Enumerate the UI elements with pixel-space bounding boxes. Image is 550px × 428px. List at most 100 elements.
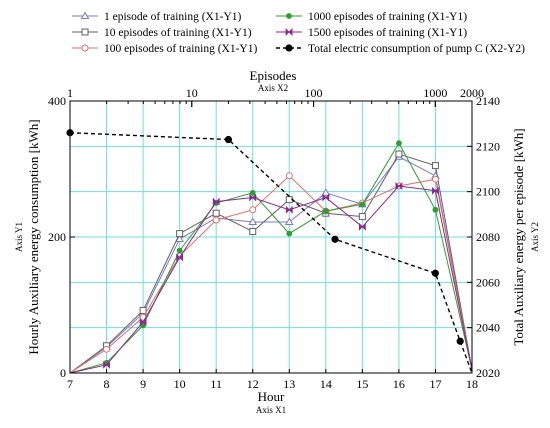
legend-label: 1000 episodes of training (X1-Y1) xyxy=(308,11,467,23)
grid xyxy=(70,101,472,373)
x-tick-label: 13 xyxy=(283,377,295,391)
data-point xyxy=(81,28,89,36)
x2-tick-label: 1000 xyxy=(423,86,447,100)
series-line xyxy=(69,142,473,374)
data-point xyxy=(175,234,185,243)
x-tick-label: 16 xyxy=(393,377,405,391)
data-point xyxy=(395,150,403,158)
data-point xyxy=(285,172,293,180)
x-tick-label: 15 xyxy=(356,377,368,391)
y2-axis-subtitle: Axis Y2 xyxy=(530,222,540,252)
data-point xyxy=(359,201,366,208)
data-point xyxy=(431,269,439,277)
data-point xyxy=(248,217,258,226)
y-axis-title: Hourly Auxiliary energy consumption [kWh… xyxy=(26,119,41,354)
legend-item: 1 episode of training (X1-Y1) xyxy=(72,11,241,23)
legend-label: 10 episodes of training (X1-Y1) xyxy=(104,27,252,39)
series-1 xyxy=(69,152,473,374)
data-point xyxy=(285,28,293,36)
data-point xyxy=(103,345,111,353)
y2-tick-label: 2140 xyxy=(476,94,500,108)
data-point xyxy=(249,189,256,196)
x-tick-label: 11 xyxy=(210,377,222,391)
x2-axis-title: Episodes xyxy=(250,68,297,83)
legend: 1 episode of training (X1-Y1) 10 episodes… xyxy=(72,11,525,55)
y2-tick-label: 2040 xyxy=(476,321,500,335)
legend-item: 100 episodes of training (X1-Y1) xyxy=(72,43,257,55)
y-axis-subtitle: Axis Y1 xyxy=(14,222,24,252)
x2-axis-subtitle: Axis X2 xyxy=(258,83,288,93)
series-4 xyxy=(69,140,473,374)
data-point xyxy=(80,11,90,19)
y2-tick-label: 2060 xyxy=(476,275,500,289)
x-tick-label: 10 xyxy=(174,377,186,391)
series-line xyxy=(69,153,473,374)
data-point xyxy=(103,360,110,369)
y-tick-label: 400 xyxy=(48,94,66,108)
data-point xyxy=(284,217,294,226)
series-line xyxy=(69,156,473,374)
data-point xyxy=(322,193,330,202)
series-5 xyxy=(69,182,473,374)
legend-item: 10 episodes of training (X1-Y1) xyxy=(72,27,252,39)
data-point xyxy=(139,306,147,314)
series-line xyxy=(69,185,473,374)
x2-tick-label: 1 xyxy=(67,86,73,100)
legend-label: 100 episodes of training (X1-Y1) xyxy=(104,43,257,55)
y2-tick-label: 2120 xyxy=(476,139,500,153)
x-tick-label: 18 xyxy=(466,377,478,391)
y2-axis-title: Total Auxiliary energy per episode [kWh] xyxy=(511,128,526,345)
x-tick-label: 8 xyxy=(104,377,110,391)
x-tick-label: 17 xyxy=(429,377,441,391)
series-line xyxy=(69,175,473,374)
data-point xyxy=(431,162,439,170)
series-layer xyxy=(66,129,473,374)
data-point xyxy=(396,140,402,147)
y2-tick-label: 2020 xyxy=(476,366,500,380)
x2-tick-label: 100 xyxy=(305,86,323,100)
x-tick-label: 9 xyxy=(140,377,146,391)
data-point xyxy=(249,193,257,202)
data-point xyxy=(358,213,366,221)
data-point xyxy=(212,216,220,224)
data-point xyxy=(176,230,184,238)
legend-item: 1500 episodes of training (X1-Y1) xyxy=(276,27,467,39)
data-point xyxy=(285,205,293,214)
series-3 xyxy=(69,172,473,374)
data-point xyxy=(176,253,184,262)
data-point xyxy=(212,197,220,206)
data-point xyxy=(432,186,439,195)
legend-label: Total electric consumption of pump C (X2… xyxy=(308,43,525,55)
y2-tick-label: 2080 xyxy=(476,230,500,244)
x-axis-title: Hour xyxy=(258,389,285,404)
x-axis-subtitle: Axis X1 xyxy=(256,405,286,415)
data-point xyxy=(321,188,331,196)
data-point xyxy=(224,135,233,144)
y-tick-label: 200 xyxy=(48,230,66,244)
data-point xyxy=(286,230,293,237)
series-line xyxy=(69,132,473,374)
series-6 xyxy=(66,129,473,374)
data-point xyxy=(432,206,439,213)
data-point xyxy=(395,182,403,190)
data-point xyxy=(212,209,220,217)
data-point xyxy=(139,318,147,326)
legend-label: 1500 episodes of training (X1-Y1) xyxy=(308,27,467,39)
legend-item: Total electric consumption of pump C (X2… xyxy=(276,43,525,55)
y2-tick-label: 2100 xyxy=(476,185,500,199)
data-point xyxy=(285,44,293,52)
data-point xyxy=(176,247,183,254)
x-tick-label: 14 xyxy=(320,377,332,391)
x-tick-label: 7 xyxy=(67,377,73,391)
data-point xyxy=(431,175,439,183)
data-point xyxy=(81,44,89,52)
x2-tick-label: 2000 xyxy=(460,86,484,100)
data-point xyxy=(456,337,464,345)
data-point xyxy=(249,228,257,236)
data-point xyxy=(285,196,293,204)
data-point xyxy=(249,206,257,214)
x-tick-label: 12 xyxy=(247,377,259,391)
series-2 xyxy=(69,150,473,374)
y-tick-label: 0 xyxy=(60,366,66,380)
